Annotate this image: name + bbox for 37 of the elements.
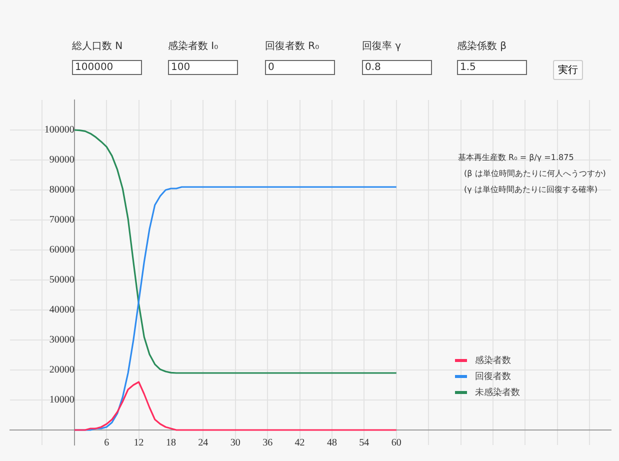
text: 回復者数 R₀ [265, 40, 320, 53]
annotation: (γ は単位時間あたりに回復する確率) [463, 184, 599, 196]
x-tick-label: 60 [391, 438, 402, 449]
annotation: (β は単位時間あたりに何人へうつすか) [463, 168, 606, 180]
text: 総人口数 N [72, 40, 123, 53]
y-tick-label: 30000 [49, 334, 74, 346]
text: 実行 [553, 60, 583, 80]
text: 100000 [72, 60, 142, 75]
y-tick-label: 50000 [49, 274, 74, 286]
y-tick-label: 10000 [49, 394, 74, 406]
x-tick-label: 30 [230, 438, 240, 449]
y-tick-label: 80000 [49, 184, 74, 196]
annotation: 基本再生産数 R₀ = β/γ =1.875 [458, 152, 575, 164]
y-tick-label: 70000 [49, 214, 74, 226]
x-tick-label: 18 [166, 438, 176, 449]
x-tick-label: 54 [359, 438, 370, 449]
y-tick-label: 20000 [49, 364, 74, 376]
x-tick-label: 12 [134, 438, 144, 449]
y-tick-label: 90000 [49, 154, 74, 166]
x-tick-label: 6 [104, 438, 110, 449]
legend-label: 未感染者数 [475, 386, 520, 398]
x-tick-label: 48 [326, 438, 337, 449]
x-tick-label: 24 [198, 438, 208, 449]
y-tick-label: 60000 [49, 244, 74, 256]
text: 0.8 [362, 60, 432, 75]
text: 感染係数 β [457, 40, 507, 53]
legend-label: 感染者数 [475, 354, 511, 366]
y-tick-label: 100000 [44, 124, 74, 136]
x-tick-label: 42 [294, 438, 305, 449]
legend-label: 回復者数 [475, 370, 511, 382]
text: 1.5 [457, 60, 527, 75]
text: 回復率 γ [362, 40, 402, 53]
y-tick-label: 40000 [49, 304, 74, 316]
text: 感染者数 I₀ [168, 40, 218, 53]
text: 100 [168, 60, 238, 75]
text: 0 [265, 60, 335, 75]
x-tick-label: 36 [262, 438, 273, 449]
